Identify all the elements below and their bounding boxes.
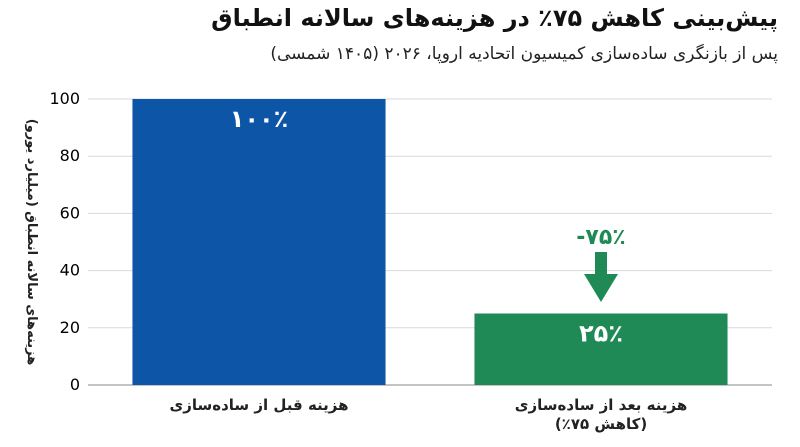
bar [132,99,386,385]
y-tick-label: 100 [49,89,80,108]
reduction-label: -۷۵٪ [576,225,625,250]
bar-value-label: ۲۵٪ [579,320,623,348]
y-tick-label: 40 [60,261,80,280]
y-tick-label: 0 [70,375,80,394]
y-tick-label: 20 [60,318,80,337]
bar-value-label: ۱۰۰٪ [230,105,289,133]
y-tick-label: 60 [60,203,80,222]
bar [474,313,728,385]
chart-title: پیش‌بینی کاهش ۷۵٪ در هزینه‌های سالانه ان… [211,4,778,32]
category-labels: هزینه قبل از ساده‌سازی هزینه بعد از ساده‌… [169,396,687,433]
arrow-down-icon [584,274,618,302]
annotation: -۷۵٪ [576,225,626,302]
y-axis-label: هزینه‌های سالانه انطباق (میلیارد یورو) [24,119,39,366]
y-tick-label: 80 [60,146,80,165]
x-category-label: هزینه قبل از ساده‌سازی [169,396,348,414]
bars: ۱۰۰٪ ۲۵٪ [132,99,728,385]
x-category-label: (کاهش ۷۵٪) [555,415,647,433]
chart-subtitle: پس از بازنگری ساده‌سازی کمیسیون اتحادیه … [270,44,778,64]
y-axis-ticks: 0 20 40 60 80 100 [49,89,80,394]
arrow-shaft [595,252,607,274]
x-category-label: هزینه بعد از ساده‌سازی [515,396,688,414]
